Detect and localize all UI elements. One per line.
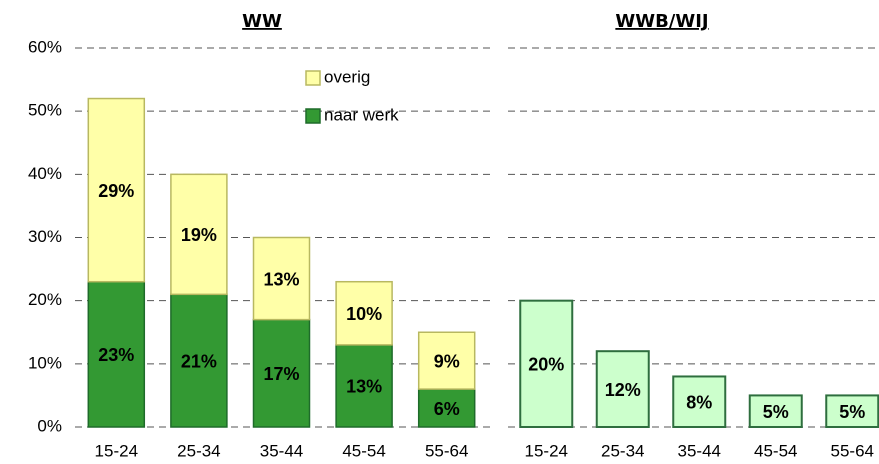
data-label: 10%: [346, 304, 382, 324]
bar: [519, 299, 574, 428]
data-label: 29%: [98, 181, 134, 201]
bar: [748, 394, 803, 428]
bar: [672, 375, 727, 429]
bar-segment: [170, 173, 228, 296]
data-label: 20%: [528, 355, 564, 375]
y-tick-label: 60%: [28, 37, 62, 56]
bar-segment: [335, 344, 393, 428]
data-label: 13%: [346, 377, 382, 397]
y-tick-label: 10%: [28, 353, 62, 372]
y-tick-label: 30%: [28, 227, 62, 246]
bar-segment: [170, 293, 228, 428]
data-label: 5%: [839, 402, 865, 422]
chart-title: WWB/WIJ: [615, 11, 708, 32]
legend-swatch: [305, 70, 321, 86]
x-tick-label: 45-54: [342, 441, 385, 460]
data-label: 8%: [686, 392, 712, 412]
bar: [595, 350, 650, 429]
data-label: 5%: [763, 402, 789, 422]
data-label: 17%: [263, 364, 299, 384]
legend-swatch: [305, 108, 321, 124]
bar-segment: [335, 280, 393, 346]
data-label: 21%: [181, 351, 217, 371]
x-tick-label: 35-44: [678, 441, 721, 460]
x-tick-label: 25-34: [177, 441, 220, 460]
data-label: 12%: [605, 380, 641, 400]
x-tick-label: 15-24: [95, 441, 138, 460]
bar-segment: [417, 331, 476, 390]
y-tick-label: 20%: [28, 290, 62, 309]
data-label: 13%: [263, 269, 299, 289]
y-tick-label: 0%: [37, 416, 62, 435]
data-label: 23%: [98, 345, 134, 365]
y-tick-label: 50%: [28, 101, 62, 120]
bar-segment: [417, 388, 476, 428]
chart-title: WW: [242, 11, 282, 32]
x-tick-label: 45-54: [754, 441, 797, 460]
bar: [825, 394, 879, 428]
x-tick-label: 35-44: [260, 441, 303, 460]
data-label: 19%: [181, 225, 217, 245]
x-tick-label: 55-64: [831, 441, 874, 460]
bar-segment: [87, 280, 146, 428]
x-tick-label: 55-64: [425, 441, 468, 460]
data-label: 9%: [434, 351, 460, 371]
y-tick-label: 40%: [28, 164, 62, 183]
data-label: 6%: [434, 399, 460, 419]
x-tick-label: 15-24: [525, 441, 568, 460]
legend-label: naar werk: [324, 105, 399, 124]
bar-segment: [87, 97, 146, 283]
legend-label: overig: [324, 67, 370, 86]
bar-segment: [252, 318, 311, 428]
x-tick-label: 25-34: [601, 441, 644, 460]
bar-segment: [252, 236, 311, 321]
